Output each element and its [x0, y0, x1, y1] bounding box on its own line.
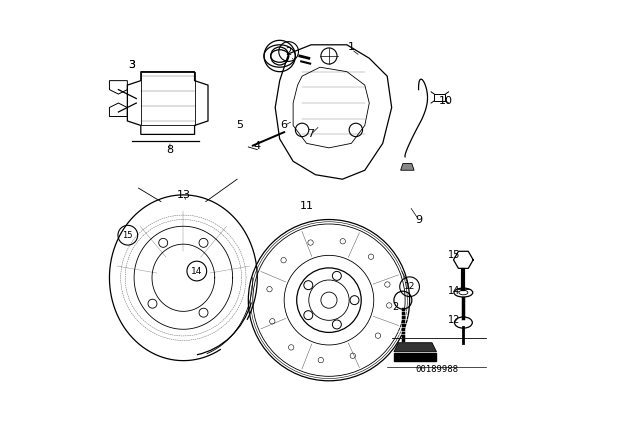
Text: 2: 2 [285, 47, 292, 56]
Text: 4: 4 [253, 141, 261, 151]
Text: 14: 14 [448, 286, 461, 296]
Text: 6: 6 [281, 121, 287, 130]
Text: 00189988: 00189988 [415, 365, 458, 374]
Text: 7: 7 [307, 129, 315, 139]
Text: 14: 14 [191, 267, 202, 276]
Text: 13: 13 [177, 190, 190, 200]
Text: 9: 9 [415, 215, 422, 224]
Text: 3: 3 [129, 60, 135, 70]
Text: 15: 15 [122, 231, 133, 240]
Text: 10: 10 [438, 96, 452, 106]
Text: 8: 8 [166, 145, 173, 155]
Text: 11: 11 [300, 201, 314, 211]
FancyBboxPatch shape [394, 353, 436, 361]
Text: 15: 15 [448, 250, 461, 260]
Text: 12: 12 [404, 282, 415, 291]
Text: 3: 3 [129, 60, 135, 70]
Polygon shape [394, 343, 436, 352]
Text: 12: 12 [448, 315, 461, 325]
Text: 5: 5 [236, 121, 243, 130]
Polygon shape [401, 164, 414, 170]
Text: 1: 1 [348, 42, 355, 52]
Text: 2: 2 [392, 302, 398, 312]
